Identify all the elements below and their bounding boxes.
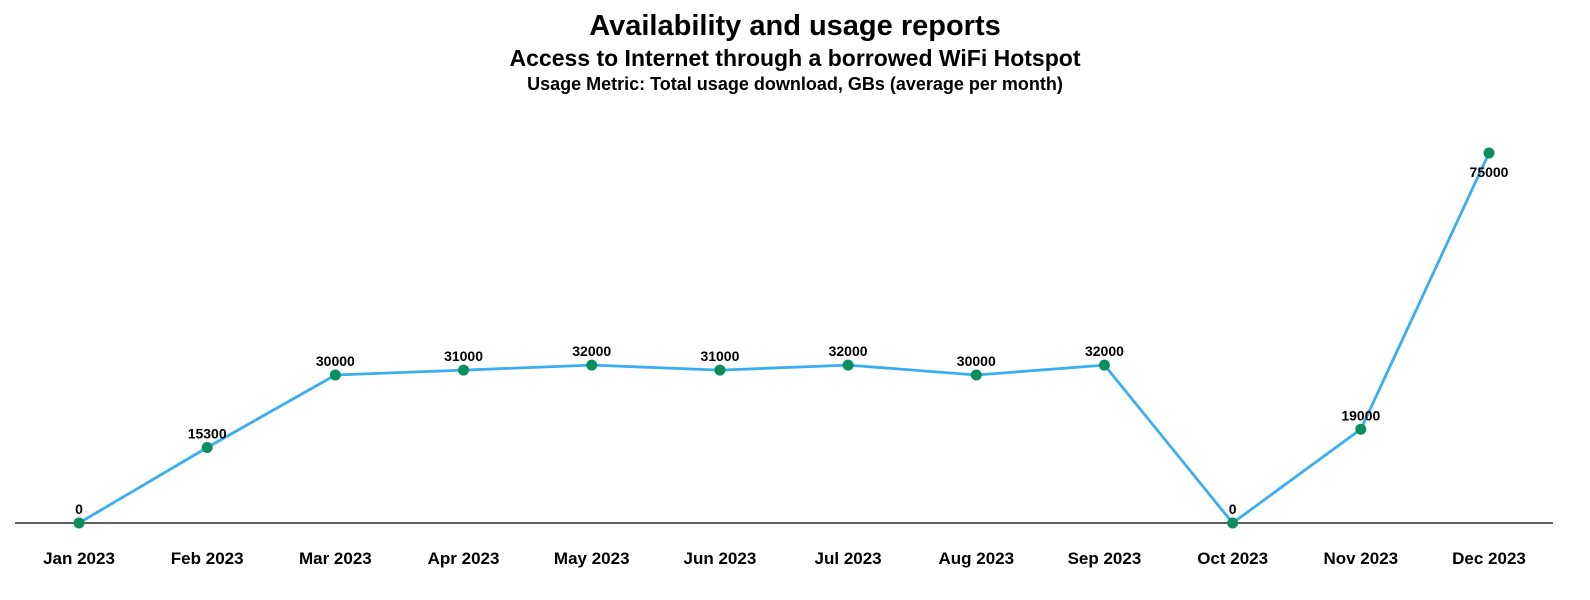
data-point — [1227, 517, 1239, 529]
x-tick-label: Feb 2023 — [171, 549, 244, 568]
chart-subtitle: Access to Internet through a borrowed Wi… — [509, 45, 1081, 71]
data-label: 30000 — [957, 353, 996, 369]
data-point — [970, 369, 982, 381]
data-label: 32000 — [572, 343, 611, 359]
data-label: 0 — [1229, 501, 1237, 517]
x-tick-label: Apr 2023 — [428, 549, 500, 568]
data-point — [842, 359, 854, 371]
data-point — [1098, 359, 1110, 371]
data-point — [1355, 423, 1367, 435]
data-label: 31000 — [444, 348, 483, 364]
data-point — [329, 369, 341, 381]
x-tick-label: Aug 2023 — [938, 549, 1014, 568]
data-point — [714, 364, 726, 376]
metric-label: Usage Metric: Total usage download, GBs … — [527, 74, 1063, 94]
x-tick-label: Mar 2023 — [299, 549, 372, 568]
data-label: 32000 — [829, 343, 868, 359]
data-label: 15300 — [188, 426, 227, 442]
x-tick-label: Jan 2023 — [43, 549, 115, 568]
x-tick-label: May 2023 — [554, 549, 630, 568]
series-line — [77, 151, 1491, 525]
data-point — [1483, 147, 1495, 159]
x-tick-label: Jul 2023 — [815, 549, 882, 568]
chart-title: Availability and usage reports — [589, 10, 1001, 42]
data-label: 30000 — [316, 353, 355, 369]
data-point — [586, 359, 598, 371]
data-point — [458, 364, 470, 376]
x-tick-label: Dec 2023 — [1452, 549, 1526, 568]
data-point — [73, 517, 85, 529]
x-tick-label: Oct 2023 — [1197, 549, 1268, 568]
data-point — [201, 442, 213, 454]
data-label: 0 — [75, 501, 83, 517]
chart-titles: Availability and usage reports Access to… — [0, 8, 1590, 96]
data-label: 31000 — [700, 348, 739, 364]
data-label: 75000 — [1470, 164, 1509, 180]
x-tick-label: Jun 2023 — [684, 549, 757, 568]
x-tick-label: Sep 2023 — [1068, 549, 1142, 568]
data-label: 32000 — [1085, 343, 1124, 359]
data-label: 19000 — [1341, 407, 1380, 423]
x-tick-label: Nov 2023 — [1323, 549, 1398, 568]
